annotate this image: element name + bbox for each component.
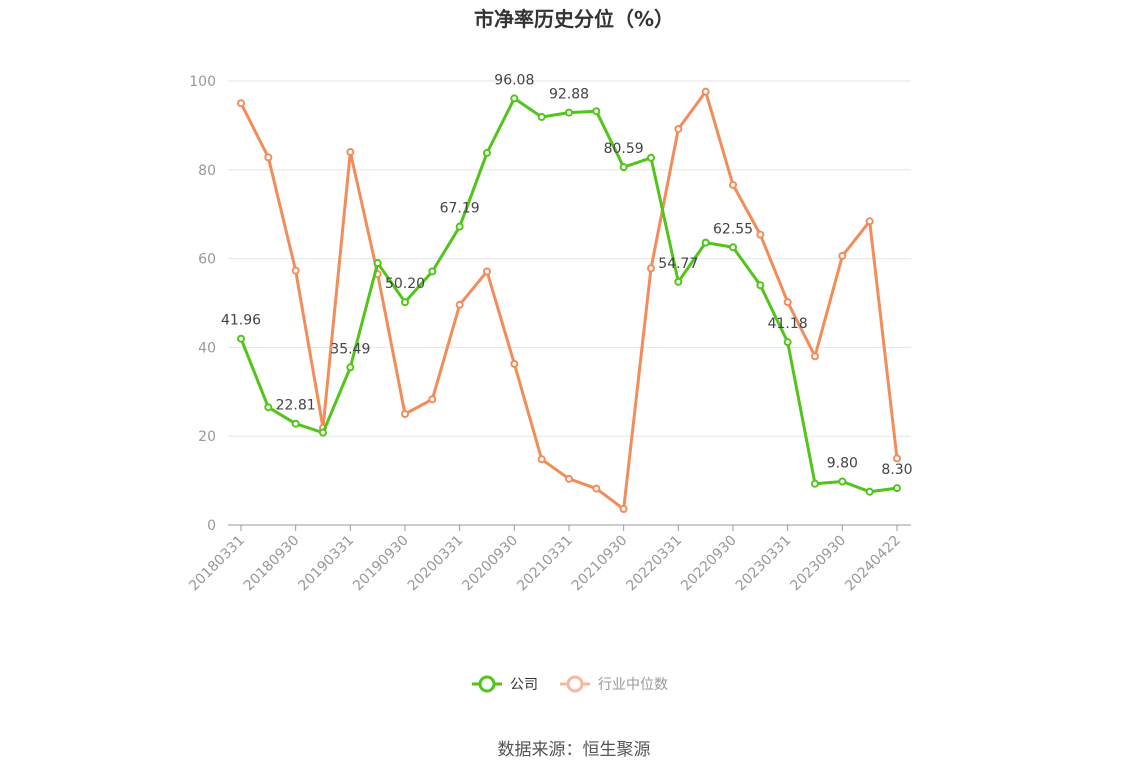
x-tick-label: 20220930 bbox=[678, 533, 740, 595]
series-group bbox=[237, 87, 901, 514]
data-point bbox=[428, 395, 437, 404]
data-point bbox=[647, 153, 655, 162]
legend-label: 公司 bbox=[510, 677, 538, 693]
y-tick-label: 80 bbox=[198, 163, 216, 179]
data-label: 41.18 bbox=[768, 316, 808, 332]
data-point bbox=[237, 334, 245, 343]
data-label: 22.81 bbox=[276, 398, 316, 414]
x-tick-label: 20180331 bbox=[186, 533, 248, 595]
data-point bbox=[701, 87, 710, 96]
data-point bbox=[565, 474, 573, 483]
data-point bbox=[264, 403, 273, 412]
data-label: 92.88 bbox=[549, 87, 589, 103]
data-point bbox=[373, 259, 382, 268]
y-tick-label: 40 bbox=[198, 340, 216, 356]
data-point bbox=[811, 352, 819, 361]
data-point bbox=[592, 107, 601, 116]
data-point bbox=[756, 230, 765, 239]
data-point bbox=[865, 217, 874, 226]
data-point bbox=[619, 163, 628, 172]
data-label: 9.80 bbox=[827, 455, 858, 471]
legend-marker bbox=[566, 675, 584, 693]
data-point bbox=[729, 180, 737, 189]
data-point bbox=[291, 419, 300, 428]
legend-marker bbox=[478, 675, 496, 693]
series-line-0 bbox=[239, 96, 898, 494]
x-tick-label: 20180930 bbox=[241, 533, 303, 595]
data-label: 62.55 bbox=[713, 221, 753, 237]
data-label: 96.08 bbox=[494, 72, 534, 88]
x-tick-label: 20200331 bbox=[405, 533, 467, 595]
data-point bbox=[783, 338, 792, 347]
x-tick-label: 20200930 bbox=[459, 533, 521, 595]
data-point bbox=[565, 108, 573, 117]
data-point bbox=[537, 455, 546, 464]
x-tick-label: 20230331 bbox=[733, 533, 795, 595]
data-point bbox=[619, 505, 628, 514]
data-point bbox=[455, 300, 464, 309]
x-tick-label: 20220331 bbox=[623, 533, 685, 595]
data-point bbox=[592, 484, 601, 493]
data-point bbox=[291, 266, 300, 275]
data-point bbox=[237, 99, 245, 108]
data-point bbox=[674, 277, 683, 286]
data-label: 41.96 bbox=[221, 313, 261, 329]
y-tick-label: 100 bbox=[189, 74, 216, 90]
y-tick-label: 60 bbox=[198, 252, 216, 268]
x-tick-label: 20210331 bbox=[514, 533, 576, 595]
legend-label: 行业中位数 bbox=[598, 677, 668, 693]
data-point bbox=[319, 428, 327, 437]
data-label: 54.77 bbox=[658, 256, 698, 272]
data-point bbox=[865, 487, 874, 496]
x-tick-label: 20230930 bbox=[787, 533, 849, 595]
data-point bbox=[729, 243, 737, 252]
data-point bbox=[510, 359, 519, 368]
data-point bbox=[401, 298, 409, 307]
legend-item[interactable]: 行业中位数 bbox=[560, 675, 668, 693]
y-tick-label: 20 bbox=[198, 429, 216, 445]
data-point bbox=[401, 410, 409, 418]
data-label: 80.59 bbox=[604, 141, 644, 157]
x-tick-label: 20190930 bbox=[350, 533, 412, 595]
data-label: 67.19 bbox=[440, 201, 480, 217]
data-point bbox=[483, 267, 491, 276]
data-point bbox=[674, 124, 683, 133]
legend[interactable]: 公司 行业中位数 bbox=[472, 675, 668, 693]
data-point bbox=[455, 222, 464, 231]
series-line-1 bbox=[239, 90, 899, 511]
data-point bbox=[428, 267, 437, 276]
data-point bbox=[346, 148, 355, 157]
data-point bbox=[647, 264, 655, 273]
data-point bbox=[811, 479, 819, 488]
chart-title: 市净率历史分位（%） bbox=[474, 7, 674, 31]
x-tick-label: 20240422 bbox=[842, 533, 904, 595]
legend-item[interactable]: 公司 bbox=[472, 675, 538, 693]
data-label: 8.30 bbox=[881, 462, 912, 478]
data-point bbox=[701, 238, 710, 247]
data-point bbox=[346, 363, 355, 372]
data-labels: 41.96 22.81 35.49 50.20 67.19 96.08 92.88 80.59… bbox=[221, 72, 913, 478]
y-tick-label: 0 bbox=[207, 518, 216, 534]
data-point bbox=[838, 477, 847, 486]
data-point bbox=[783, 298, 792, 307]
data-point bbox=[838, 251, 847, 260]
y-axis: 0 20 40 60 80 100 bbox=[189, 74, 216, 534]
data-point bbox=[893, 484, 901, 493]
data-point bbox=[893, 454, 901, 463]
data-point bbox=[537, 112, 546, 121]
data-point bbox=[756, 281, 765, 290]
source-note: 数据来源：恒生聚源 bbox=[498, 740, 651, 760]
data-point bbox=[483, 148, 491, 157]
x-tick-label: 20210930 bbox=[569, 533, 631, 595]
data-point bbox=[264, 153, 273, 162]
data-label: 50.20 bbox=[385, 276, 425, 292]
grid-lines bbox=[228, 80, 911, 437]
x-tick-label: 20190331 bbox=[295, 533, 357, 595]
data-label: 35.49 bbox=[330, 341, 370, 357]
x-axis: 2018033120180930201903312019093020200331… bbox=[186, 524, 911, 595]
data-point bbox=[510, 94, 519, 103]
